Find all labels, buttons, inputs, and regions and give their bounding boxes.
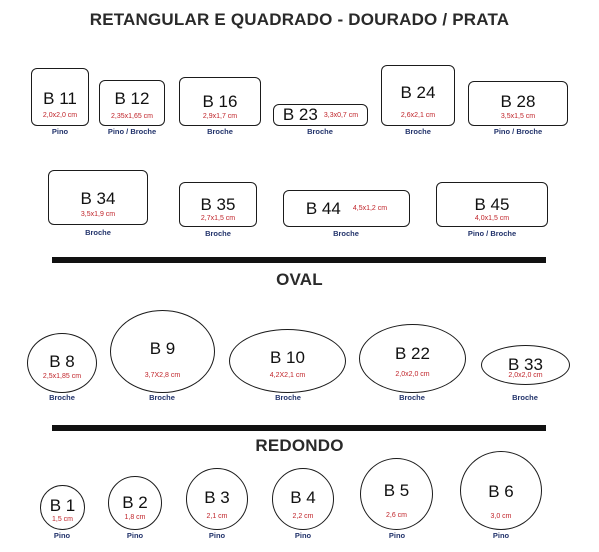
item-size: 2,0x2,0 cm: [508, 372, 543, 379]
item-size: 2,6x2,1 cm: [400, 112, 436, 119]
item-b12-shape: B 12 2,35x1,65 cm: [99, 80, 165, 126]
item-type: Pino: [53, 531, 71, 540]
item-b10-shape: B 10 4,2X2,1 cm: [229, 329, 346, 393]
item-size: 2,2 cm: [292, 513, 314, 520]
item-size: 2,0x2,0 cm: [42, 112, 78, 119]
section-title-rectangular: RETANGULAR E QUADRADO - DOURADO / PRATA: [89, 10, 510, 29]
item-b3-shape: B 3 2,1 cm: [186, 468, 248, 530]
item-b23-shape: B 23 3,3x0,7 cm: [273, 104, 368, 126]
item-b44-shape: B 44 4,5x1,2 cm: [283, 190, 410, 227]
item-code: B 3: [204, 488, 230, 507]
item-size: 2,7x1,5 cm: [200, 215, 236, 222]
item-b2-shape: B 2 1,8 cm: [108, 476, 162, 530]
item-type: Broche: [205, 229, 231, 238]
item-b1-shape: B 1 1,5 cm: [40, 485, 85, 530]
item-type: Pino / Broche: [107, 127, 157, 136]
item-size: 4,2X2,1 cm: [269, 372, 306, 379]
item-size: 3,0 cm: [490, 513, 512, 520]
item-code: B 1: [49, 496, 76, 515]
item-code: B 11: [43, 89, 77, 108]
item-b16-shape: B 16 2,9x1,7 cm: [179, 77, 261, 126]
section-title-round: REDONDO: [255, 436, 344, 455]
item-b22-shape: B 22 2,0x2,0 cm: [359, 324, 466, 393]
item-b33-shape: B 33 2,0x2,0 cm: [481, 345, 570, 385]
item-code: B 4: [290, 488, 316, 507]
item-code: B 24: [400, 83, 436, 102]
item-size: 3,3x0,7 cm: [323, 111, 359, 119]
item-type: Broche: [275, 393, 301, 402]
item-code: B 6: [488, 482, 514, 501]
item-code: B 10: [270, 348, 305, 367]
item-b45-shape: B 45 4,0x1,5 cm: [436, 182, 548, 227]
item-code: B 35: [200, 195, 236, 214]
item-code: B 12: [114, 89, 150, 108]
item-type: Broche: [207, 127, 233, 136]
item-size: 3,5x1,9 cm: [80, 211, 116, 218]
item-size: 3,7X2,8 cm: [144, 372, 181, 379]
item-code: B 8: [49, 352, 75, 371]
item-type: Pino / Broche: [493, 127, 543, 136]
item-type: Broche: [405, 127, 431, 136]
item-type: Pino: [51, 127, 69, 136]
item-size: 2,0x2,0 cm: [395, 371, 430, 378]
item-size: 2,6 cm: [385, 512, 407, 519]
item-size: 2,1 cm: [206, 513, 228, 520]
item-b11-shape: B 11 2,0x2,0 cm: [31, 68, 89, 126]
item-b6-shape: B 6 3,0 cm: [460, 451, 542, 530]
item-size: 4,0x1,5 cm: [474, 215, 510, 222]
item-size: 1,8 cm: [124, 514, 146, 521]
item-size: 4,5x1,2 cm: [352, 205, 388, 212]
item-type: Broche: [85, 228, 111, 237]
item-size: 2,9x1,7 cm: [202, 113, 238, 120]
item-code: B 9: [149, 339, 176, 358]
item-type: Broche: [333, 229, 359, 238]
item-type: Pino: [492, 531, 510, 540]
item-code: B 45: [474, 195, 510, 214]
item-b4-shape: B 4 2,2 cm: [272, 468, 334, 530]
item-type: Pino: [388, 531, 406, 540]
item-b8-shape: B 8 2,5x1,85 cm: [27, 333, 97, 393]
item-b34-shape: B 34 3,5x1,9 cm: [48, 170, 148, 225]
item-code: B 5: [383, 481, 410, 500]
item-type: Broche: [149, 393, 175, 402]
item-code: B 33: [508, 355, 543, 374]
item-type: Broche: [49, 393, 75, 402]
section-title-oval: OVAL: [276, 270, 323, 289]
item-code: B 28: [500, 92, 536, 111]
item-code: B 2: [122, 493, 148, 512]
section-divider: [52, 425, 546, 431]
item-type: Pino: [294, 531, 312, 540]
item-code: B 44: [305, 198, 341, 218]
item-b35-shape: B 35 2,7x1,5 cm: [179, 182, 257, 227]
item-size: 3,5x1,5 cm: [500, 113, 536, 120]
item-code: B 34: [80, 189, 116, 208]
item-size: 2,5x1,85 cm: [42, 373, 82, 380]
item-type: Pino: [126, 531, 144, 540]
item-type: Pino: [208, 531, 226, 540]
item-b9-shape: B 9 3,7X2,8 cm: [110, 310, 215, 393]
item-type: Broche: [399, 393, 425, 402]
item-b28-shape: B 28 3,5x1,5 cm: [468, 81, 568, 126]
item-code: B 16: [202, 92, 238, 111]
item-code: B 23: [282, 105, 318, 124]
item-size: 1,5 cm: [51, 516, 73, 523]
section-divider: [52, 257, 546, 263]
item-b24-shape: B 24 2,6x2,1 cm: [381, 65, 455, 126]
item-type: Broche: [307, 127, 333, 136]
item-code: B 22: [395, 344, 430, 363]
item-type: Pino / Broche: [467, 229, 517, 238]
item-type: Broche: [512, 393, 538, 402]
item-size: 2,35x1,65 cm: [110, 113, 154, 120]
item-b5-shape: B 5 2,6 cm: [360, 458, 433, 530]
